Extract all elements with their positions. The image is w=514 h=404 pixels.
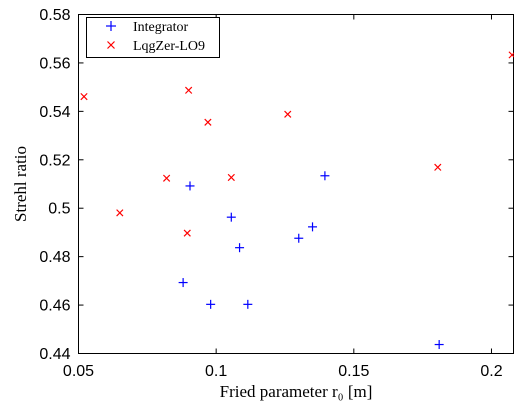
x-tick-label: 0.1 [205,363,227,380]
ticks: 0.05 0.1 0.15 0.2 0.44 0.46 0.48 0.5 0.52 0.54 0.5… [39,7,514,380]
x-tick-label: 0.2 [480,363,502,380]
y-tick-label: 0.54 [39,104,70,121]
plot-frame [78,14,514,354]
series-lqgzer-lo9 [80,51,514,237]
y-tick-label: 0.5 [48,201,70,218]
integrator-point [185,181,195,191]
integrator-point [178,278,188,288]
lqgzer-lo9-point [80,92,88,101]
y-tick-label: 0.46 [39,298,70,315]
integrator-point [206,299,216,309]
lqgzer-lo9-point [116,209,124,217]
legend-marker-integrator [106,21,116,31]
y-tick-label: 0.56 [39,55,70,72]
legend-entry-integrator: Integrator [106,20,189,35]
y-tick-label: 0.52 [39,152,70,169]
lqgzer-lo9-point [185,86,193,94]
integrator-point [294,233,304,243]
lqgzer-lo9-point [508,51,514,59]
legend-entry-lqgzer-lo9: LqgZer-LO9 [107,39,205,54]
lqgzer-lo9-point [183,229,191,237]
y-tick-label: 0.44 [39,346,70,363]
lqgzer-lo9-point [434,163,442,171]
series-integrator [178,171,444,350]
integrator-point [434,340,444,350]
axes [78,14,514,354]
y-tick-label: 0.58 [39,7,70,24]
legend-marker-lqgzer-lo9 [107,41,115,49]
y-axis-label: Strehl ratio [11,146,30,222]
lqgzer-lo9-point [204,118,212,126]
integrator-point [308,222,318,232]
lqgzer-lo9-point [162,174,171,182]
x-tick-label: 0.05 [63,363,94,380]
lqgzer-lo9-point [227,173,235,182]
integrator-point [235,243,245,253]
legend: Integrator LqgZer-LO9 [86,17,220,58]
legend-label-integrator: Integrator [133,20,189,35]
x-tick-label: 0.15 [338,363,369,380]
data-markers [80,51,514,350]
legend-label-lqgzer-lo9: LqgZer-LO9 [133,39,205,54]
integrator-point [226,212,236,222]
integrator-point [320,171,330,181]
legend-box [86,17,220,58]
y-tick-label: 0.48 [39,249,70,266]
x-axis-label: Fried parameter r₀ [m] [220,382,373,401]
integrator-point [243,299,253,309]
lqgzer-lo9-point [284,110,292,118]
